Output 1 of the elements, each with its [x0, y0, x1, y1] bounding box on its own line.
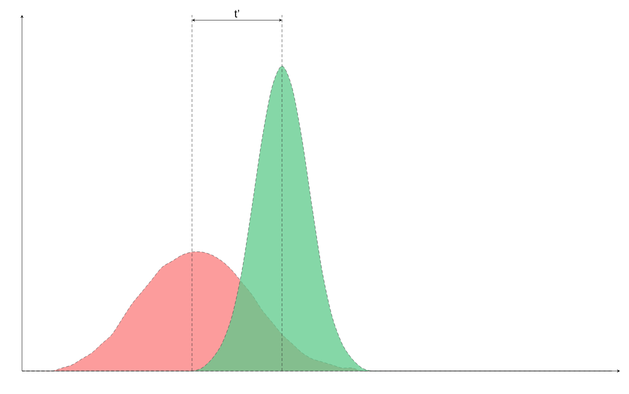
text: t’: [234, 10, 240, 18]
